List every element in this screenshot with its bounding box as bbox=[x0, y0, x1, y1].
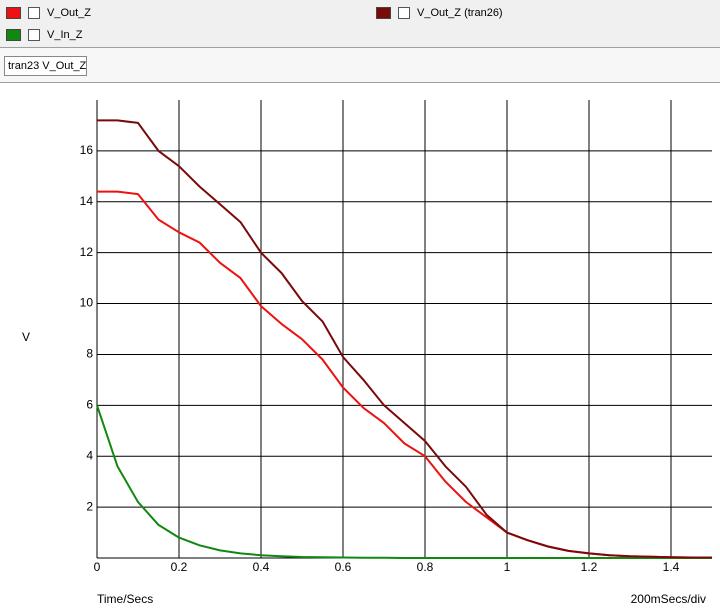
legend-swatch[interactable] bbox=[6, 7, 21, 19]
x-tick-label: 0.4 bbox=[253, 560, 270, 574]
y-tick-label: 6 bbox=[86, 398, 93, 412]
legend-swatch[interactable] bbox=[376, 7, 391, 19]
x-axis-label: Time/Secs bbox=[97, 592, 153, 606]
series-line bbox=[96, 404, 712, 559]
x-tick-label: 0.6 bbox=[335, 560, 352, 574]
legend-swatch[interactable] bbox=[6, 29, 21, 41]
series-line bbox=[97, 119, 712, 559]
y-axis-label: V bbox=[22, 330, 30, 344]
x-scale-label: 200mSecs/div bbox=[631, 592, 706, 606]
y-tick-label: 10 bbox=[80, 296, 94, 310]
legend-checkbox[interactable] bbox=[28, 29, 40, 41]
y-tick-label: 12 bbox=[80, 245, 94, 259]
x-tick-label: 0.8 bbox=[417, 560, 434, 574]
x-tick-label: 1.4 bbox=[663, 560, 680, 574]
legend-panel bbox=[0, 0, 720, 47]
y-tick-label: 16 bbox=[80, 143, 94, 157]
legend-label[interactable]: V_In_Z bbox=[47, 29, 83, 41]
legend-checkbox[interactable] bbox=[28, 7, 40, 19]
y-tick-label: 4 bbox=[86, 448, 93, 462]
y-tick-label: 2 bbox=[86, 499, 93, 513]
legend-checkbox[interactable] bbox=[398, 7, 410, 19]
x-tick-label: 1.2 bbox=[581, 560, 598, 574]
series-line bbox=[97, 190, 712, 559]
x-tick-label: 1 bbox=[504, 560, 511, 574]
tab[interactable] bbox=[4, 56, 87, 76]
x-tick-label: 0 bbox=[94, 560, 101, 574]
y-tick-label: 14 bbox=[80, 194, 94, 208]
tab-label[interactable]: tran23 V_Out_Z bbox=[8, 60, 87, 72]
y-tick-label: 8 bbox=[86, 347, 93, 361]
x-tick-label: 0.2 bbox=[171, 560, 188, 574]
legend-label[interactable]: V_Out_Z bbox=[47, 7, 91, 19]
tab-bar bbox=[0, 48, 720, 82]
legend-label[interactable]: V_Out_Z (tran26) bbox=[417, 7, 503, 19]
